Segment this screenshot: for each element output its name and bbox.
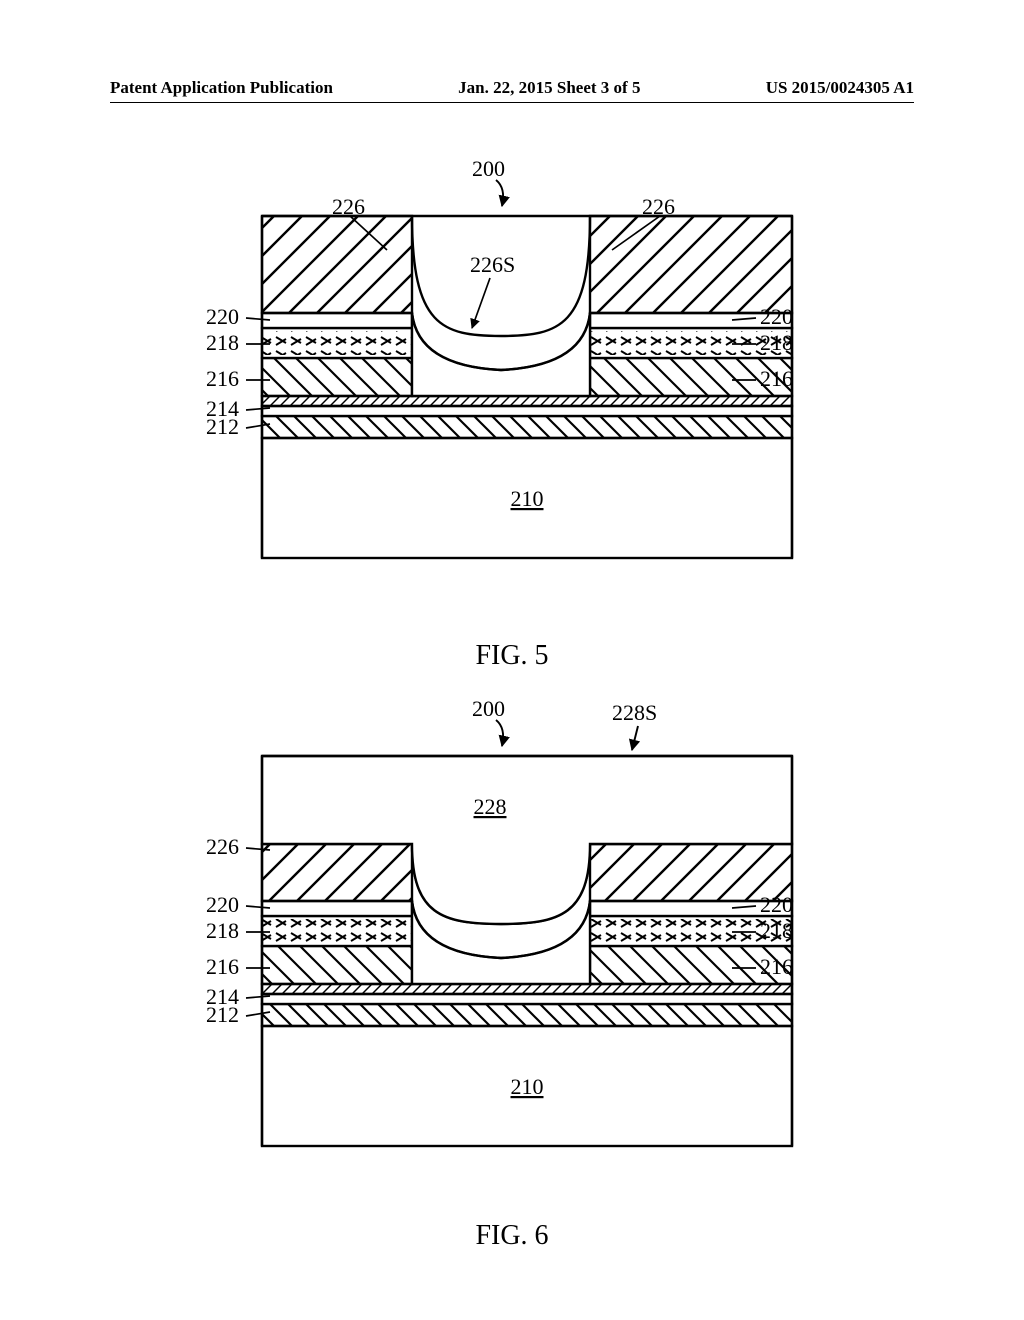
figure-6-caption: FIG. 6 [142, 1220, 882, 1252]
svg-text:218: 218 [206, 918, 239, 943]
svg-text:226: 226 [642, 194, 675, 219]
header-center: Jan. 22, 2015 Sheet 3 of 5 [458, 78, 640, 98]
figure-6-svg: 210228228S200226220218216214212220218216 [142, 688, 882, 1178]
header-right: US 2015/0024305 A1 [766, 78, 914, 98]
svg-text:226: 226 [332, 194, 365, 219]
svg-text:216: 216 [206, 954, 239, 979]
svg-text:218: 218 [760, 330, 793, 355]
svg-text:220: 220 [760, 304, 793, 329]
svg-text:216: 216 [760, 954, 793, 979]
page-header: Patent Application Publication Jan. 22, … [0, 78, 1024, 98]
svg-text:216: 216 [206, 366, 239, 391]
header-rule [110, 102, 914, 103]
svg-text:210: 210 [511, 1074, 544, 1099]
svg-text:200: 200 [472, 156, 505, 181]
svg-text:200: 200 [472, 696, 505, 721]
svg-text:220: 220 [206, 304, 239, 329]
svg-text:226S: 226S [470, 252, 515, 277]
svg-text:220: 220 [206, 892, 239, 917]
svg-text:220: 220 [760, 892, 793, 917]
svg-text:228: 228 [474, 794, 507, 819]
svg-text:210: 210 [511, 486, 544, 511]
figure-6: 210228228S200226220218216214212220218216… [142, 688, 882, 1252]
figure-5-caption: FIG. 5 [142, 640, 882, 672]
svg-text:226: 226 [206, 834, 239, 859]
header-left: Patent Application Publication [110, 78, 333, 98]
svg-text:218: 218 [206, 330, 239, 355]
svg-text:212: 212 [206, 414, 239, 439]
svg-text:228S: 228S [612, 700, 657, 725]
figure-5-svg: 210200226S226220218216214212226220218216 [142, 148, 882, 598]
svg-text:218: 218 [760, 918, 793, 943]
figure-5: 210200226S226220218216214212226220218216… [142, 148, 882, 672]
svg-text:216: 216 [760, 366, 793, 391]
svg-text:212: 212 [206, 1002, 239, 1027]
